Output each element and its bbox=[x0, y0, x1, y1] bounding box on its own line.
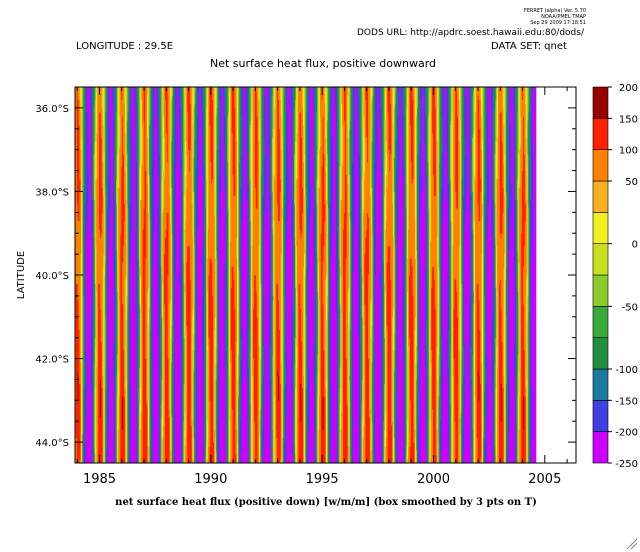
heatmap-cells bbox=[75, 87, 536, 463]
